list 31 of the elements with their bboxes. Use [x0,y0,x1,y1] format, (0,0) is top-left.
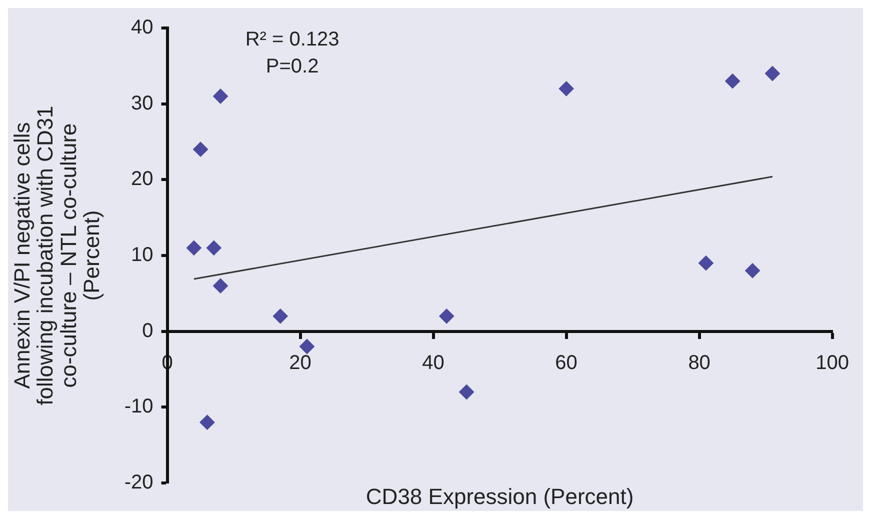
point [764,66,780,81]
point [213,278,228,294]
annotation: R² = 0.123 [245,28,340,51]
point [745,263,760,278]
point [299,339,314,354]
annotation: P=0.2 [266,56,319,78]
x-axis-title: CD38 Expression (Percent) [366,484,634,510]
point [200,414,215,430]
y-tick-label: 10 [131,244,154,266]
x-tick-label: 80 [688,352,710,374]
point [439,308,454,324]
y-tick-label: 0 [142,320,154,342]
point [459,384,474,400]
point [186,240,202,256]
x-tick-label: 60 [555,352,578,374]
y-tick-label: 20 [131,168,154,190]
y-tick-label: 40 [131,16,154,39]
point [698,256,714,271]
y-tick-label: -20 [124,472,154,494]
point [272,308,288,324]
x-tick-label: 40 [422,352,444,374]
y-tick-label: 30 [131,92,154,114]
y-tick-label: -10 [124,396,154,418]
x-tick-label: 20 [289,352,312,374]
y-axis-title: Annexin V/PI negative cells following incubation with CD31 co-culture – NTL co-culture (Percent) [10,106,104,406]
point [193,142,208,157]
point [206,240,222,256]
point [213,88,228,104]
point [558,81,574,96]
point [725,74,740,89]
x-tick-label: 100 [816,352,850,374]
